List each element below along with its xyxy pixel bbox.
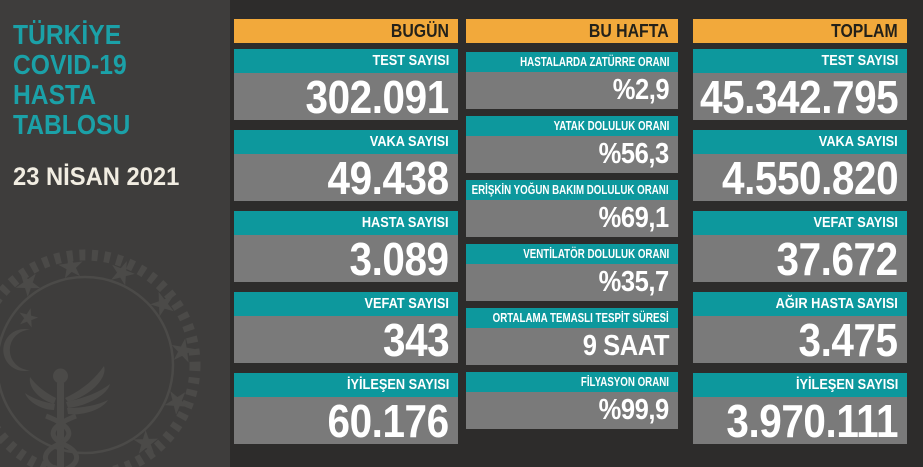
stat-label: HASTALARDA ZATÜRRE ORANI — [466, 52, 678, 72]
stat-value: 4.550.820 — [693, 152, 907, 204]
stat-label: VENTİLATÖR DOLULUK ORANI — [466, 244, 678, 264]
stat-label: VEFAT SAYISI — [693, 211, 907, 235]
stat-label-text: HASTALARDA ZATÜRRE ORANI — [519, 55, 669, 69]
stat-label-text: VEFAT SAYISI — [364, 296, 449, 312]
stat-card-hasta-sayisi-bugun: HASTA SAYISI 3.089 — [234, 211, 458, 285]
stat-card-zaturre-orani: HASTALARDA ZATÜRRE ORANI %2,9 — [466, 52, 678, 109]
stat-value: 302.091 — [234, 71, 458, 123]
stat-card-test-sayisi-bugun: TEST SAYISI 302.091 — [234, 49, 458, 123]
stat-label: AĞIR HASTA SAYISI — [693, 292, 907, 316]
stat-card-yatak-doluluk: YATAK DOLULUK ORANI %56,3 — [466, 116, 678, 173]
stat-label-text: İYİLEŞEN SAYISI — [795, 377, 898, 393]
stat-label: İYİLEŞEN SAYISI — [234, 373, 458, 397]
stat-value-text: 3.089 — [349, 232, 450, 285]
stat-label: VAKA SAYISI — [693, 130, 907, 154]
stat-value: 60.176 — [234, 395, 458, 447]
stat-label-text: VAKA SAYISI — [370, 134, 449, 150]
stat-value: %56,3 — [466, 136, 678, 173]
stat-value-text: 9 SAAT — [582, 330, 670, 362]
stat-label-text: VAKA SAYISI — [819, 134, 898, 150]
stat-label-text: TEST SAYISI — [821, 53, 898, 69]
stat-value: 9 SAAT — [466, 328, 678, 365]
stat-label-text: YATAK DOLULUK ORANI — [553, 119, 669, 133]
stat-label-text: AĞIR HASTA SAYISI — [775, 296, 898, 312]
ministry-of-health-logo-watermark — [0, 249, 201, 467]
stat-value: 49.438 — [234, 152, 458, 204]
stat-value: %35,7 — [466, 264, 678, 301]
stat-label: VAKA SAYISI — [234, 130, 458, 154]
stat-value: %99,9 — [466, 392, 678, 429]
stat-label-text: VENTİLATÖR DOLULUK ORANI — [522, 247, 669, 261]
stat-label: İYİLEŞEN SAYISI — [693, 373, 907, 397]
stat-value-text: 45.342.795 — [699, 70, 899, 123]
stat-card-temasli-tespit-suresi: ORTALAMA TEMASLI TESPİT SÜRESİ 9 SAAT — [466, 308, 678, 365]
stat-label: VEFAT SAYISI — [234, 292, 458, 316]
stat-value: 343 — [234, 314, 458, 366]
report-date: 23 NİSAN 2021 — [13, 163, 180, 191]
sidebar: TÜRKİYE COVID-19 HASTA TABLOSU 23 NİSAN … — [0, 0, 230, 467]
stat-label-text: VEFAT SAYISI — [813, 215, 898, 231]
stat-value-text: %35,7 — [598, 266, 670, 298]
stat-value: 3.089 — [234, 233, 458, 285]
stat-value-text: %99,9 — [598, 394, 670, 426]
stat-label: HASTA SAYISI — [234, 211, 458, 235]
stat-value: %2,9 — [466, 72, 678, 109]
stat-value-text: %56,3 — [598, 138, 670, 170]
page-title: TÜRKİYE COVID-19 HASTA TABLOSU — [13, 20, 130, 140]
stat-label-text: HASTA SAYISI — [362, 215, 449, 231]
stat-card-vaka-sayisi-bugun: VAKA SAYISI 49.438 — [234, 130, 458, 204]
column-header-label: BUGÜN — [390, 20, 449, 41]
stat-value-text: 3.970.111 — [726, 394, 898, 447]
column-header-label: TOPLAM — [831, 20, 898, 41]
stat-value-text: %69,1 — [598, 202, 670, 234]
stat-label: ERİŞKİN YOĞUN BAKIM DOLULUK ORANI — [466, 180, 678, 200]
stat-label: ORTALAMA TEMASLI TESPİT SÜRESİ — [466, 308, 678, 328]
stat-card-vefat-sayisi-toplam: VEFAT SAYISI 37.672 — [693, 211, 907, 285]
stat-label: TEST SAYISI — [234, 49, 458, 73]
stat-card-agir-hasta-sayisi: AĞIR HASTA SAYISI 3.475 — [693, 292, 907, 366]
stat-value-text: %2,9 — [612, 74, 670, 106]
page-title-line-3: HASTA — [13, 79, 97, 110]
stat-label: FİLYASYON ORANI — [466, 372, 678, 392]
page-title-line-1: TÜRKİYE — [13, 19, 122, 50]
stat-value-text: 37.672 — [776, 232, 899, 285]
stat-label-text: ORTALAMA TEMASLI TESPİT SÜRESİ — [492, 311, 669, 325]
stat-value: 3.970.111 — [693, 395, 907, 447]
stat-value: %69,1 — [466, 200, 678, 237]
column-bu-hafta: BU HAFTA HASTALARDA ZATÜRRE ORANI %2,9 Y… — [466, 19, 678, 436]
stat-value: 37.672 — [693, 233, 907, 285]
stat-value-text: 302.091 — [305, 70, 450, 123]
column-header-toplam: TOPLAM — [693, 19, 907, 43]
stat-value-text: 3.475 — [798, 313, 899, 366]
stat-label-text: TEST SAYISI — [372, 53, 449, 69]
page-title-line-2: COVID-19 — [13, 49, 127, 80]
stat-card-filyasyon-orani: FİLYASYON ORANI %99,9 — [466, 372, 678, 429]
stat-card-iyilesen-sayisi-bugun: İYİLEŞEN SAYISI 60.176 — [234, 373, 458, 447]
stat-card-yogun-bakim-doluluk: ERİŞKİN YOĞUN BAKIM DOLULUK ORANI %69,1 — [466, 180, 678, 237]
stat-label: TEST SAYISI — [693, 49, 907, 73]
stat-card-vaka-sayisi-toplam: VAKA SAYISI 4.550.820 — [693, 130, 907, 204]
column-header-label: BU HAFTA — [589, 20, 669, 41]
stat-value: 45.342.795 — [693, 71, 907, 123]
page-title-line-4: TABLOSU — [13, 109, 131, 140]
stat-card-ventilator-doluluk: VENTİLATÖR DOLULUK ORANI %35,7 — [466, 244, 678, 301]
stat-value-text: 60.176 — [327, 394, 450, 447]
stat-value: 3.475 — [693, 314, 907, 366]
emblem-graphics — [0, 249, 201, 467]
stat-value-text: 49.438 — [327, 151, 450, 204]
column-header-bugun: BUGÜN — [234, 19, 458, 43]
stat-card-vefat-sayisi-bugun: VEFAT SAYISI 343 — [234, 292, 458, 366]
stat-card-iyilesen-sayisi-toplam: İYİLEŞEN SAYISI 3.970.111 — [693, 373, 907, 447]
stat-card-test-sayisi-toplam: TEST SAYISI 45.342.795 — [693, 49, 907, 123]
stat-label: YATAK DOLULUK ORANI — [466, 116, 678, 136]
column-header-bu-hafta: BU HAFTA — [466, 19, 678, 43]
stat-label-text: FİLYASYON ORANI — [580, 375, 669, 389]
stat-label-text: ERİŞKİN YOĞUN BAKIM DOLULUK ORANI — [472, 183, 669, 197]
stat-value-text: 343 — [382, 313, 450, 366]
column-toplam: TOPLAM TEST SAYISI 45.342.795 VAKA SAYIS… — [693, 19, 907, 454]
stat-label-text: İYİLEŞEN SAYISI — [346, 377, 449, 393]
stat-value-text: 4.550.820 — [721, 151, 899, 204]
column-bugun: BUGÜN TEST SAYISI 302.091 VAKA SAYISI 49… — [234, 19, 458, 454]
